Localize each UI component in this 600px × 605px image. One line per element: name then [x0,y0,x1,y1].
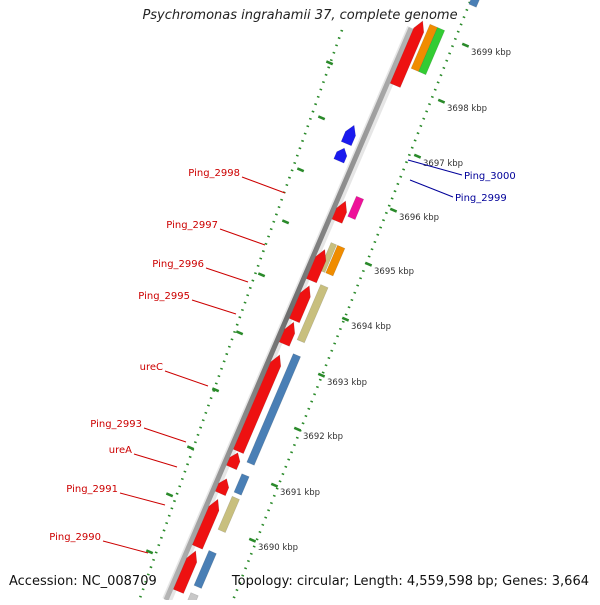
category-block-orange [410,23,438,72]
ruler-tick [186,445,195,451]
cds-arrow-reverse [340,124,356,147]
label-leader [143,427,187,443]
ruler-tick [235,330,244,336]
label-leader [102,540,149,554]
ruler-label: 3694 kbp [351,322,391,332]
ruler-tick [461,42,470,48]
gene-label[interactable]: Ping_2995 [138,291,190,302]
ruler-tick [437,98,446,104]
ruler-tick [341,316,350,322]
ruler-label: 3696 kbp [399,213,439,223]
ruler-tick [145,549,154,555]
ruler-label: 3692 kbp [303,432,343,442]
gene-block-urec [246,353,301,466]
label-leader [164,370,209,387]
label-leader [407,159,463,176]
ruler-tick [325,60,334,66]
cds-arrow [232,354,282,454]
label-leaders [102,159,463,554]
ruler-tick [364,261,373,267]
cds-arrow [389,20,425,88]
label-leader [241,176,286,194]
label-leader [133,453,178,468]
label-leader [219,228,266,246]
label-leader [119,492,166,506]
gene-block-urea [233,473,250,496]
ruler-tick [270,482,279,488]
gene-label[interactable]: Ping_2997 [166,220,218,231]
gene-block-ping-2990 [193,550,217,589]
cds-arrow [226,452,241,471]
gene-label[interactable]: ureA [109,445,132,456]
ruler-tick [257,272,266,278]
gene-block-ping-2991 [217,495,240,533]
outer-ruler-ring [231,1,472,601]
ruler-label: 3691 kbp [280,488,320,498]
label-leader [205,267,249,283]
gene-label[interactable]: Ping_3000 [464,171,516,182]
ruler-label: 3690 kbp [258,543,298,553]
gene-label[interactable]: Ping_2991 [66,484,118,495]
label-leader [409,179,454,198]
labels: Ping_2998 Ping_2997 Ping_2996 Ping_2995 ureC… [49,168,515,543]
gene-block-partial [468,0,480,8]
cds-arrow [172,550,198,594]
ruler-tick [389,207,398,213]
ruler-tick [211,387,220,393]
cds-arrow [214,478,230,497]
cds-arrow [306,248,327,284]
ruler-ticks: 3699 kbp 3698 kbp 3697 kbp 3696 kbp 3695 kbp… [145,42,511,555]
ruler-tick [317,372,326,378]
cds-arrow [278,321,296,347]
ruler-label: 3699 kbp [471,48,511,58]
ruler-label: 3693 kbp [327,378,367,388]
gene-label[interactable]: Ping_2993 [90,419,142,430]
gene-label[interactable]: Ping_2990 [49,532,101,543]
gene-block-ping-2997 [325,244,346,277]
ruler-tick [413,153,422,159]
cds-arrow [288,285,311,324]
gene-block-gray [185,592,199,605]
ruler-tick [248,537,257,543]
ruler-tick [293,426,302,432]
gene-label[interactable]: ureC [140,362,163,373]
ruler-label: 3695 kbp [374,267,414,277]
ruler-tick [317,115,326,121]
ruler-tick [281,219,290,225]
genome-backbone-core [163,27,414,601]
cds-arrow [331,200,348,224]
label-leader [191,299,237,315]
gene-label[interactable]: Ping_2998 [188,168,240,179]
gene-block-ping-2995 [296,284,329,344]
ruler-label: 3697 kbp [423,159,463,169]
gene-label[interactable]: Ping_2999 [455,193,507,204]
ruler-tick [165,492,174,498]
ruler-label: 3698 kbp [447,104,487,114]
gene-label[interactable]: Ping_2996 [152,259,204,270]
gene-block-ping-2998 [347,195,365,220]
topology-text: Topology: circular; Length: 4,559,598 bp… [231,574,589,589]
gene-features [172,0,480,605]
cds-arrow-reverse [333,147,348,164]
accession-text: Accession: NC_008709 [9,574,157,589]
cds-arrow [191,498,220,550]
ruler-tick [296,167,305,173]
